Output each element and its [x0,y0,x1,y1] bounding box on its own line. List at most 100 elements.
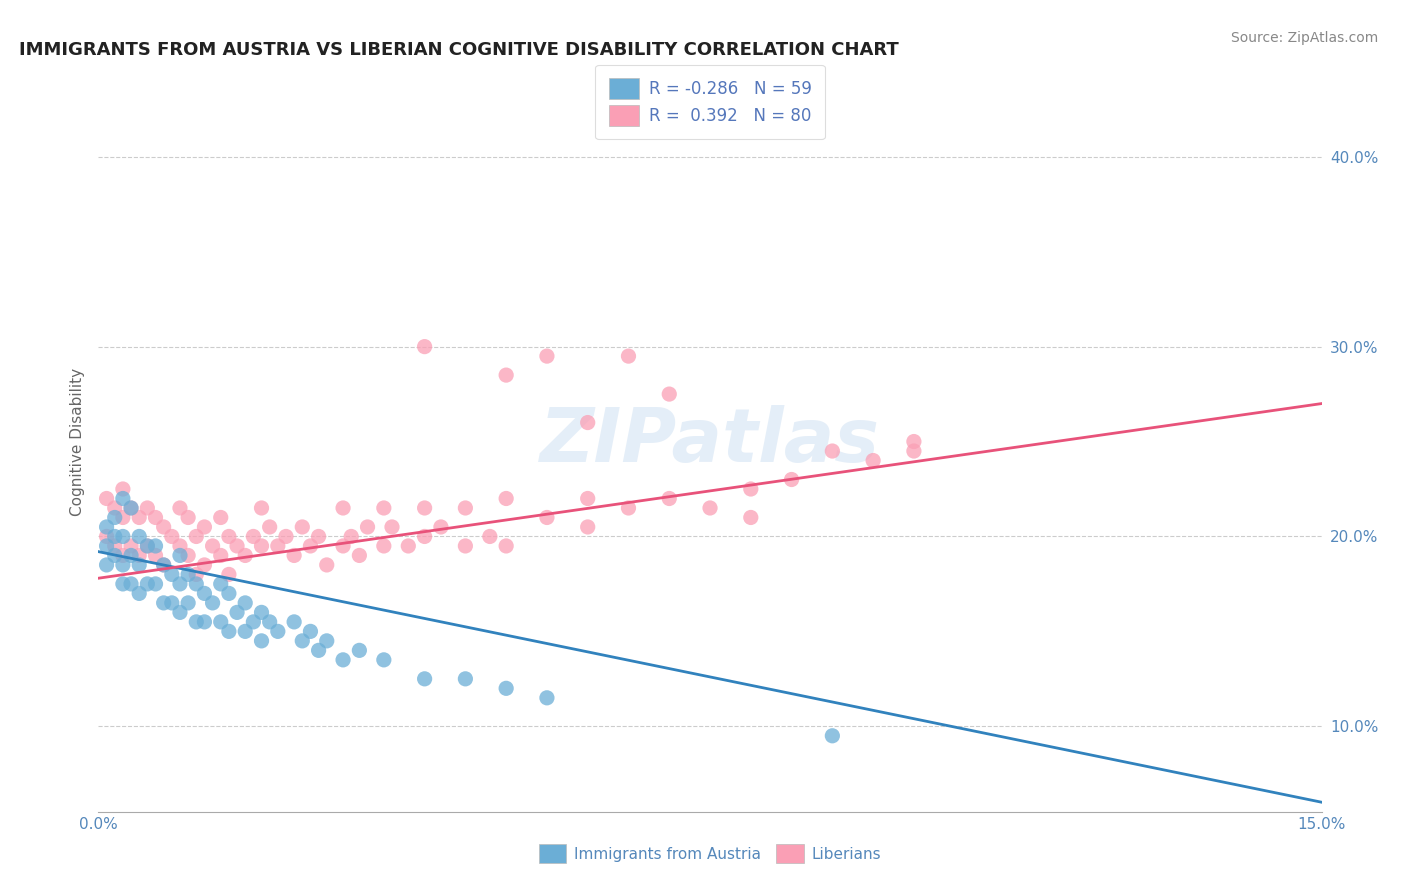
Point [201,596,224,610]
Point [128,510,150,524]
Point [267,624,290,639]
Point [259,520,281,534]
Point [193,558,215,572]
Point [658,491,681,506]
Point [373,653,395,667]
Point [454,500,477,515]
Point [740,510,762,524]
Point [821,444,844,458]
Point [780,473,803,487]
Point [177,596,200,610]
Point [617,500,640,515]
Point [177,510,200,524]
Point [536,510,558,524]
Point [242,615,264,629]
Point [104,500,127,515]
Point [193,615,215,629]
Point [396,539,419,553]
Point [233,596,256,610]
Point [104,529,127,543]
Point [576,491,599,506]
Point [283,549,305,563]
Point [152,558,174,572]
Point [104,549,127,563]
Point [356,520,378,534]
Point [160,529,183,543]
Point [576,416,599,430]
Point [413,672,436,686]
Text: Source: ZipAtlas.com: Source: ZipAtlas.com [1230,31,1378,45]
Point [186,577,208,591]
Point [536,349,558,363]
Point [96,491,118,506]
Point [218,567,240,582]
Point [169,500,191,515]
Point [308,643,330,657]
Point [430,520,453,534]
Point [193,586,215,600]
Point [96,529,118,543]
Point [209,577,232,591]
Point [821,729,844,743]
Point [120,500,142,515]
Point [862,453,884,467]
Point [478,529,501,543]
Point [226,606,249,620]
Point [332,500,354,515]
Point [120,500,142,515]
Point [186,615,208,629]
Point [250,606,273,620]
Point [111,529,134,543]
Point [111,491,134,506]
Point [104,539,127,553]
Point [160,567,183,582]
Point [226,539,249,553]
Point [381,520,404,534]
Point [495,539,517,553]
Point [617,349,640,363]
Point [145,539,167,553]
Point [274,529,297,543]
Point [218,529,240,543]
Point [111,510,134,524]
Point [145,510,167,524]
Point [315,633,337,648]
Point [193,520,215,534]
Point [250,500,273,515]
Point [283,615,305,629]
Point [413,529,436,543]
Point [315,558,337,572]
Point [136,539,159,553]
Point [495,681,517,696]
Point [699,500,721,515]
Point [495,491,517,506]
Text: ZIPatlas: ZIPatlas [540,405,880,478]
Point [259,615,281,629]
Point [209,510,232,524]
Point [291,520,314,534]
Point [332,653,354,667]
Point [128,549,150,563]
Point [136,500,159,515]
Point [186,567,208,582]
Point [104,510,127,524]
Point [169,539,191,553]
Text: IMMIGRANTS FROM AUSTRIA VS LIBERIAN COGNITIVE DISABILITY CORRELATION CHART: IMMIGRANTS FROM AUSTRIA VS LIBERIAN COGN… [18,41,898,59]
Point [250,633,273,648]
Point [576,520,599,534]
Point [233,549,256,563]
Point [96,520,118,534]
Point [267,539,290,553]
Point [152,520,174,534]
Point [111,558,134,572]
Point [177,567,200,582]
Point [233,624,256,639]
Point [349,643,371,657]
Point [413,500,436,515]
Point [413,340,436,354]
Point [340,529,363,543]
Point [218,624,240,639]
Point [201,539,224,553]
Point [152,596,174,610]
Point [169,549,191,563]
